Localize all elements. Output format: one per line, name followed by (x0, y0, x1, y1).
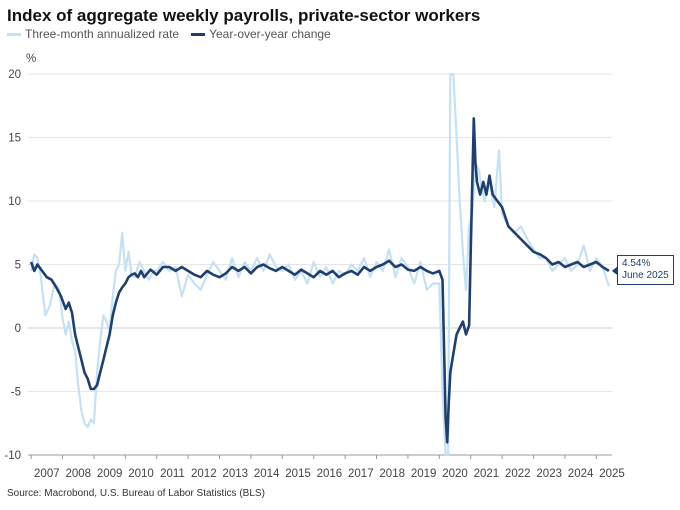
x-tick-label: 2013 (222, 468, 248, 480)
x-tick-label: 2010 (128, 468, 154, 480)
legend-swatch-yoy (191, 32, 206, 36)
x-tick-label: 2025 (599, 468, 625, 480)
y-tick-label: 0 (15, 323, 21, 335)
x-tick-label: 2016 (317, 468, 343, 480)
x-tick-label: 2019 (411, 468, 437, 480)
x-tick-label: 2014 (254, 468, 280, 480)
y-tick-label: 20 (8, 69, 21, 81)
legend-label-three-month: Three-month annualized rate (25, 27, 180, 41)
callout-pointer (611, 266, 617, 275)
series-line-yoy (29, 117, 610, 444)
y-tick-label: 5 (15, 260, 21, 272)
last-value: 4.54% (622, 258, 651, 269)
x-tick-label: 2015 (285, 468, 311, 480)
legend-label-yoy: Year-over-year change (209, 27, 331, 41)
source-note: Source: Macrobond, U.S. Bureau of Labor … (7, 488, 265, 499)
legend-item-yoy: Year-over-year change (191, 27, 331, 41)
y-tick-label: -5 (11, 387, 21, 399)
y-tick-label: 15 (8, 133, 21, 145)
legend: Three-month annualized rate Year-over-ye… (7, 27, 343, 41)
last-value-date: June 2025 (622, 270, 669, 281)
y-tick-label: 10 (8, 196, 21, 208)
x-tick-label: 2017 (348, 468, 374, 480)
x-tick-label: 2024 (568, 468, 594, 480)
x-tick-label: 2018 (379, 468, 405, 480)
legend-swatch-three-month (7, 32, 21, 36)
x-tick-label: 2022 (505, 468, 531, 480)
x-tick-label: 2012 (191, 468, 217, 480)
x-tick-label: 2023 (536, 468, 562, 480)
legend-item-three-month: Three-month annualized rate (7, 27, 179, 41)
chart-title: Index of aggregate weekly payrolls, priv… (7, 6, 481, 25)
x-tick-label: 2021 (474, 468, 500, 480)
x-tick-label: 2009 (97, 468, 123, 480)
last-value-callout: 4.54% June 2025 (617, 255, 674, 285)
y-tick-label: -10 (4, 450, 21, 462)
y-axis-label: % (26, 53, 36, 65)
x-tick-label: 2020 (442, 468, 468, 480)
x-tick-label: 2007 (34, 468, 60, 480)
x-tick-label: 2011 (160, 468, 185, 480)
x-tick-label: 2008 (65, 468, 91, 480)
